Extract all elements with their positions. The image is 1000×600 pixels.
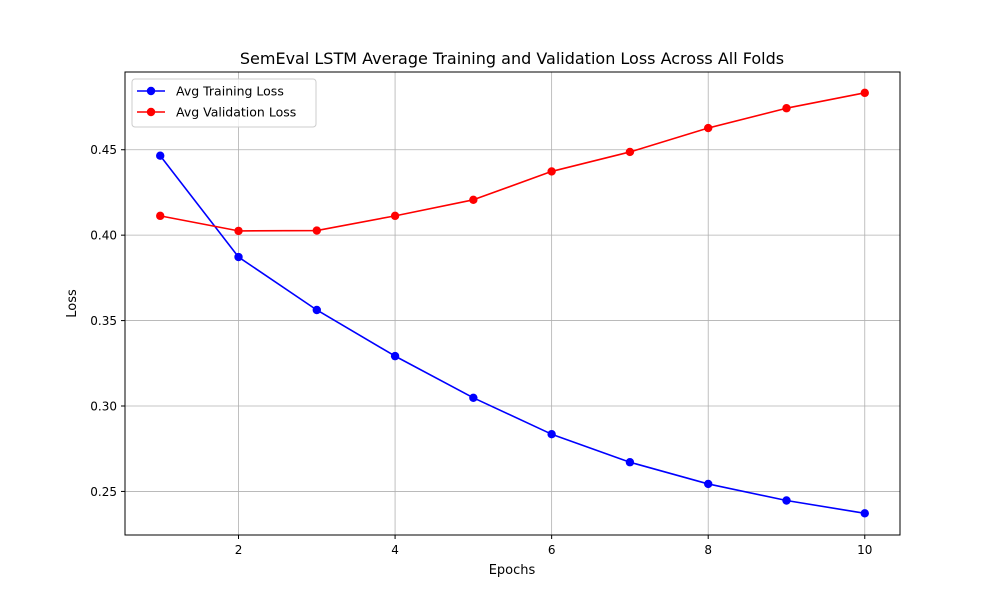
y-axis-label: Loss — [65, 289, 80, 318]
y-tick-label: 0.35 — [90, 314, 117, 328]
avg-training-loss-point — [390, 351, 400, 361]
avg-training-loss-line — [159, 155, 865, 515]
avg-validation-loss-point — [547, 167, 556, 176]
y-tick-label: 0.45 — [90, 143, 117, 157]
avg-training-loss-point — [782, 496, 791, 505]
avg-validation-loss-point — [704, 123, 713, 133]
legend: Avg Training Loss Avg Validation Loss — [131, 78, 317, 128]
avg-validation-loss-point — [390, 211, 400, 221]
avg-training-loss-point — [625, 458, 635, 467]
legend-marker-avg-training-loss — [146, 86, 156, 96]
chart-title: SemEval LSTM Average Training and Valida… — [240, 49, 784, 68]
y-tick-label: 0.30 — [90, 400, 117, 414]
avg-training-loss-point — [469, 393, 478, 403]
x-tick-label: 10 — [857, 543, 872, 557]
x-axis-label: Epochs — [489, 563, 536, 578]
x-tick-label: 8 — [704, 543, 712, 557]
x-tick-label: 4 — [391, 543, 399, 557]
avg-training-loss-point — [704, 479, 713, 489]
avg-validation-loss-point — [782, 104, 791, 113]
avg-training-loss-point — [234, 252, 243, 262]
grid — [125, 72, 900, 535]
avg-training-loss-point — [860, 509, 869, 518]
series-layer — [156, 88, 869, 518]
avg-training-loss-point — [312, 305, 321, 315]
ticks: 2 4 6 8 10 0.25 0.30 0.35 0.40 0.45 — [90, 143, 872, 557]
x-tick-label: 2 — [235, 543, 243, 557]
avg-validation-loss-point — [625, 147, 635, 157]
avg-validation-loss-point — [234, 226, 243, 236]
legend-label-avg-training-loss: Avg Training Loss — [176, 84, 284, 99]
avg-validation-loss-point — [312, 226, 321, 235]
y-tick-label: 0.25 — [90, 485, 117, 499]
y-tick-label: 0.40 — [90, 229, 117, 243]
avg-validation-loss-line — [160, 92, 865, 232]
avg-training-loss-point — [547, 429, 556, 439]
x-tick-label: 6 — [548, 543, 556, 557]
legend-marker-avg-validation-loss — [146, 107, 156, 117]
plot-frame — [124, 71, 901, 536]
avg-validation-loss-point — [156, 211, 165, 221]
avg-validation-loss-point — [469, 195, 478, 204]
legend-box — [131, 78, 317, 128]
legend-label-avg-validation-loss: Avg Validation Loss — [176, 105, 296, 120]
avg-validation-loss-point — [860, 88, 869, 98]
avg-training-loss-point — [156, 151, 165, 160]
